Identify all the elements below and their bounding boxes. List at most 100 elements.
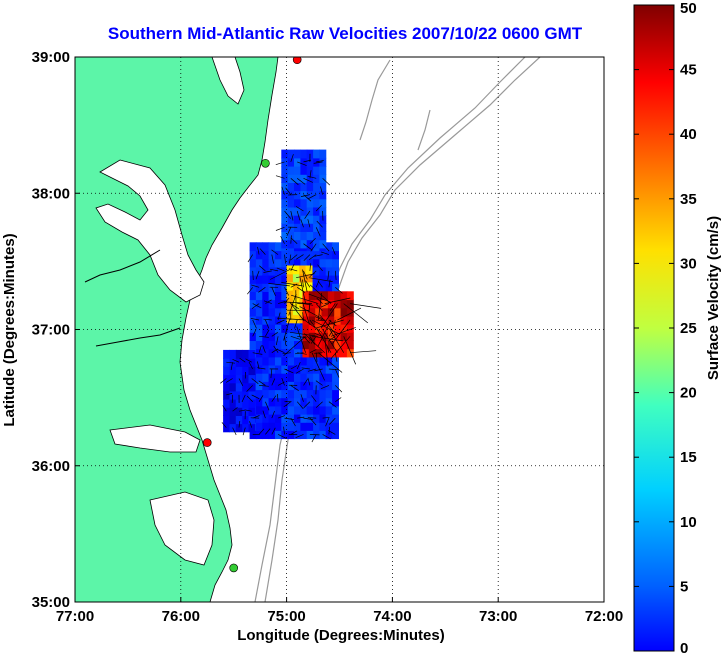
velocity-cell <box>302 315 310 325</box>
velocity-cell <box>292 314 300 324</box>
velocity-cell <box>268 307 276 317</box>
velocity-cell <box>268 356 276 366</box>
velocity-arrow <box>265 329 270 337</box>
velocity-cell <box>235 382 243 392</box>
y-axis-label: Latitude (Degrees:Minutes) <box>1 233 18 426</box>
velocity-arrow <box>290 335 301 340</box>
velocity-cell <box>294 215 301 224</box>
velocity-arrow <box>302 302 310 325</box>
velocity-arrow <box>284 287 290 296</box>
colorbar-tick-label: 30 <box>680 255 697 272</box>
velocity-cell <box>313 283 320 292</box>
velocity-cell <box>300 430 308 440</box>
velocity-arrow <box>334 368 340 378</box>
velocity-cell <box>315 332 323 341</box>
velocity-cell <box>249 340 257 350</box>
velocity-arrow <box>226 361 235 364</box>
velocity-cell <box>223 407 230 416</box>
velocity-cell <box>281 307 289 317</box>
colorbar <box>633 4 675 652</box>
velocity-arrow <box>332 319 336 329</box>
velocity-cell <box>332 258 339 268</box>
velocity-arrow <box>303 177 313 183</box>
velocity-cell <box>346 315 354 325</box>
velocity-cell <box>248 349 256 359</box>
lon-tick-label: 77:00 <box>56 608 94 625</box>
velocity-arrow <box>290 303 299 310</box>
velocity-cell <box>262 324 270 333</box>
velocity-arrow <box>311 352 325 381</box>
velocity-cell <box>305 265 313 275</box>
velocity-cell <box>306 223 314 232</box>
velocity-cell <box>294 149 301 159</box>
velocity-arrow <box>232 427 237 436</box>
velocity-cell <box>287 166 295 175</box>
delaware-bay <box>211 57 245 105</box>
velocity-arrow <box>330 327 356 337</box>
velocity-cell <box>255 275 263 284</box>
velocity-cell <box>275 422 282 431</box>
velocity-arrow <box>309 284 332 304</box>
velocity-arrow <box>314 254 323 257</box>
velocity-cell <box>319 364 327 374</box>
velocity-cell <box>223 390 230 400</box>
radar-station-marker <box>261 158 270 168</box>
map-area <box>75 57 604 602</box>
velocity-arrow <box>316 328 332 353</box>
velocity-arrow <box>284 297 290 304</box>
velocity-arrow <box>309 263 311 271</box>
velocity-arrow <box>284 336 287 346</box>
velocity-arrow <box>334 270 337 281</box>
velocity-cell <box>262 242 270 252</box>
velocity-arrow <box>255 270 260 280</box>
velocity-cell <box>300 381 308 391</box>
velocity-cell <box>249 332 257 341</box>
velocity-cell <box>281 239 289 249</box>
velocity-cell <box>321 340 329 350</box>
river-james <box>95 327 181 347</box>
velocity-cell <box>287 324 295 333</box>
velocity-cell <box>299 281 307 291</box>
lat-tick-label: 38:00 <box>32 185 70 202</box>
velocity-arrow <box>315 319 344 329</box>
velocity-cell <box>242 382 250 392</box>
velocity-arrow <box>328 329 334 337</box>
velocity-cell <box>242 390 250 400</box>
velocity-cell <box>334 291 342 301</box>
velocity-cell <box>294 422 301 431</box>
velocity-arrow <box>275 161 285 166</box>
velocity-cell <box>248 382 256 392</box>
velocity-arrow <box>302 269 308 293</box>
velocity-cell <box>300 397 308 407</box>
velocity-arrow <box>290 254 298 261</box>
velocity-cell <box>268 348 276 358</box>
velocity-cell <box>319 223 327 232</box>
velocity-arrow <box>311 395 317 402</box>
velocity-cell <box>325 283 333 292</box>
velocity-arrow <box>246 395 253 402</box>
velocity-arrow <box>290 283 298 288</box>
colorbar-tick-label: 35 <box>680 191 697 208</box>
velocity-cell <box>248 399 256 408</box>
velocity-arrow <box>258 380 266 386</box>
velocity-cell <box>332 397 339 407</box>
velocity-cell <box>332 275 339 284</box>
velocity-arrow <box>307 219 311 228</box>
velocity-cell <box>287 373 295 382</box>
velocity-arrow <box>305 280 311 288</box>
velocity-arrow <box>315 380 323 386</box>
velocity-arrow <box>277 415 286 419</box>
velocity-cell <box>275 364 282 374</box>
velocity-arrow <box>320 186 323 195</box>
velocity-cell <box>319 283 327 292</box>
velocity-arrow <box>303 401 311 409</box>
velocity-cell <box>275 389 282 399</box>
velocity-arrow <box>317 292 322 321</box>
velocity-arrow <box>294 319 298 329</box>
velocity-arrow <box>265 401 270 411</box>
velocity-arrow <box>277 434 287 439</box>
velocity-cell <box>294 182 301 192</box>
velocity-arrow <box>257 246 260 255</box>
velocity-cell <box>275 250 282 260</box>
